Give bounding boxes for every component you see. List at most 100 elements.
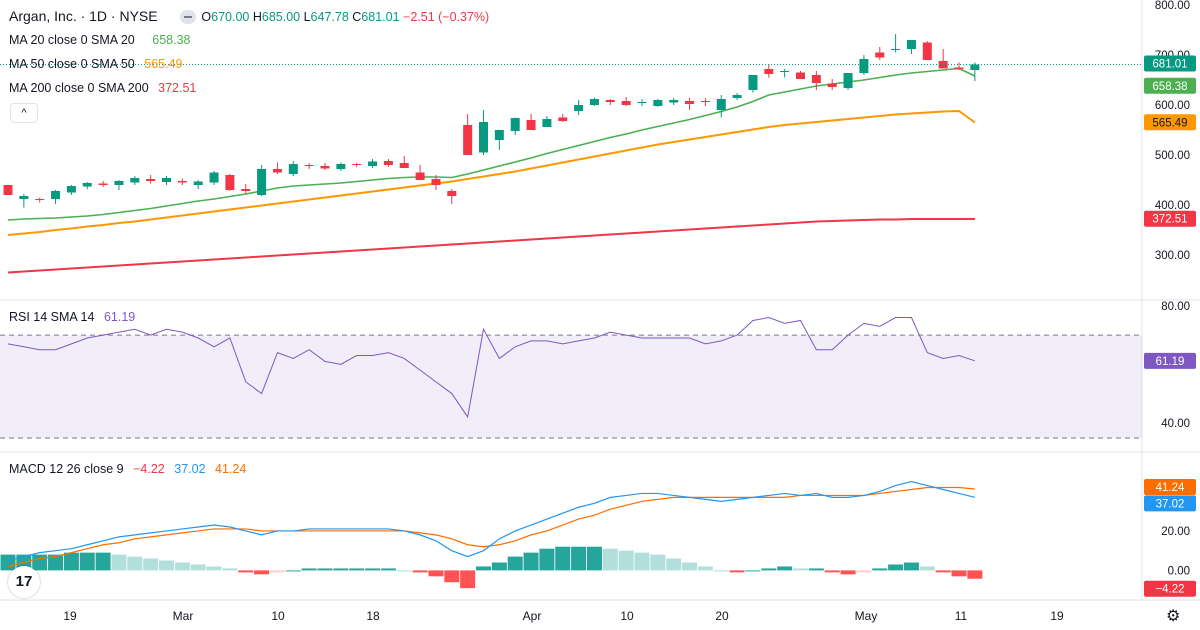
macd-hist-bar: [523, 552, 539, 571]
last-price-tag-bg: [1144, 55, 1196, 72]
legend-rsi[interactable]: RSI 14 SMA 14 61.19: [9, 310, 136, 324]
settings-gear-icon[interactable]: ⚙: [1166, 608, 1181, 625]
time-tick-label: Apr: [523, 609, 542, 623]
candle-body: [510, 118, 520, 131]
ma200-value: 372.51: [158, 81, 197, 95]
macd-hist-bar: [317, 568, 333, 571]
candle-body: [811, 75, 821, 83]
macd-hist-bar: [476, 566, 491, 571]
legend-ma200[interactable]: MA 200 close 0 SMA 200 372.51: [9, 81, 197, 95]
candle-body: [494, 130, 504, 140]
macd-hist-bar: [586, 546, 602, 571]
macd-hist-bar: [269, 570, 285, 573]
candle-body: [368, 161, 378, 166]
candle-body: [906, 40, 916, 49]
macd-hist-bar: [111, 554, 127, 571]
macd-hist-bar: [428, 570, 444, 577]
candle-body: [447, 191, 457, 196]
symbol-title[interactable]: Argan, Inc. · 1D · NYSE: [9, 8, 158, 24]
candle-body: [685, 101, 695, 104]
candle-body: [130, 178, 140, 183]
candle-body: [98, 183, 108, 185]
high-value: 685.00: [261, 10, 301, 24]
price-tick-label: 400.00: [1155, 200, 1190, 212]
macd-signal-line: [7, 486, 975, 568]
macd-hist-bar: [0, 554, 16, 571]
ma20-price-tag-bg: [1144, 77, 1196, 94]
time-tick-label: 11: [955, 609, 968, 623]
price-tick-label: 600.00: [1155, 100, 1190, 112]
candle-body: [225, 175, 235, 190]
macd-hist-bar: [190, 564, 206, 571]
ma50-line: [7, 109, 976, 236]
ma20-price-tag: 658.38: [1152, 81, 1187, 93]
tradingview-logo[interactable]: 17: [8, 566, 40, 598]
rsi-tick-label: 40.00: [1161, 418, 1190, 430]
price-tick-label: 500.00: [1155, 150, 1190, 162]
ma200-price-tag-bg: [1144, 210, 1196, 227]
macd-hist-bar: [967, 570, 983, 579]
macd-hist-bar: [682, 562, 698, 571]
candle-body: [669, 100, 679, 103]
macd-hist-tag-bg: [1144, 580, 1196, 597]
macd-hist-bar: [856, 570, 872, 573]
candle-body: [193, 181, 203, 185]
candle-body: [35, 199, 45, 200]
time-tick-label: 18: [366, 609, 380, 623]
time-tick-label: 10: [271, 609, 285, 623]
more-icon[interactable]: [180, 10, 196, 24]
macd-hist-bar: [222, 568, 238, 571]
macd-hist-bar: [32, 554, 48, 571]
macd-hist-bar: [745, 570, 761, 572]
macd-hist-bar: [79, 552, 95, 571]
candle-body: [542, 119, 552, 127]
candle-body: [716, 99, 726, 110]
macd-signal-value: 41.24: [215, 462, 247, 476]
macd-hist-bar: [349, 568, 365, 571]
rsi-value: 61.19: [103, 310, 136, 324]
candle-body: [558, 117, 568, 121]
macd-hist-bar: [285, 570, 301, 572]
legend-macd[interactable]: MACD 12 26 close 9 −4.22 37.02 41.24: [9, 462, 247, 476]
candle-body: [875, 52, 885, 58]
legend-ma20[interactable]: MA 20 close 0 SMA 20 658.38: [9, 33, 191, 47]
candle-body: [352, 164, 362, 165]
candle-body: [748, 75, 758, 90]
candle-body: [970, 64, 980, 70]
candle-body: [463, 125, 473, 155]
macd-hist-bar: [365, 568, 381, 571]
rsi-line: [7, 317, 976, 419]
time-tick-label: 10: [620, 609, 634, 623]
candle-body: [336, 164, 346, 169]
candle-body: [399, 163, 409, 168]
candle-body: [922, 42, 932, 60]
macd-hist-bar: [602, 548, 618, 571]
legend-ma50[interactable]: MA 50 close 0 SMA 50 565.49: [9, 57, 183, 71]
candle-body: [114, 181, 124, 185]
macd-value-tag: 37.02: [1156, 498, 1185, 510]
candle-body: [637, 102, 647, 103]
macd-signal-tag: 41.24: [1156, 482, 1185, 494]
ma200-price-tag: 372.51: [1152, 214, 1187, 226]
macd-hist-bar: [919, 566, 935, 571]
macd-hist-bar: [903, 562, 919, 571]
macd-hist-bar: [571, 546, 587, 571]
price-tick-label: 300.00: [1155, 250, 1190, 262]
candle-body: [19, 196, 29, 199]
candle-body: [780, 71, 790, 72]
candle-body: [764, 69, 774, 74]
macd-tick-label: 0.00: [1168, 565, 1190, 577]
candle-body: [3, 185, 13, 195]
macd-hist-bar: [697, 566, 713, 571]
macd-hist-bar: [491, 562, 507, 571]
macd-hist-bar: [761, 568, 777, 571]
candle-body: [479, 122, 488, 153]
candle-body: [843, 73, 853, 88]
macd-hist-bar: [840, 570, 856, 575]
macd-hist-bar: [63, 552, 79, 571]
macd-hist-bar: [793, 568, 808, 571]
time-tick-label: May: [855, 609, 878, 623]
change-value: −2.51 (−0.37%): [403, 10, 490, 24]
collapse-legend-button[interactable]: ^: [10, 103, 38, 123]
